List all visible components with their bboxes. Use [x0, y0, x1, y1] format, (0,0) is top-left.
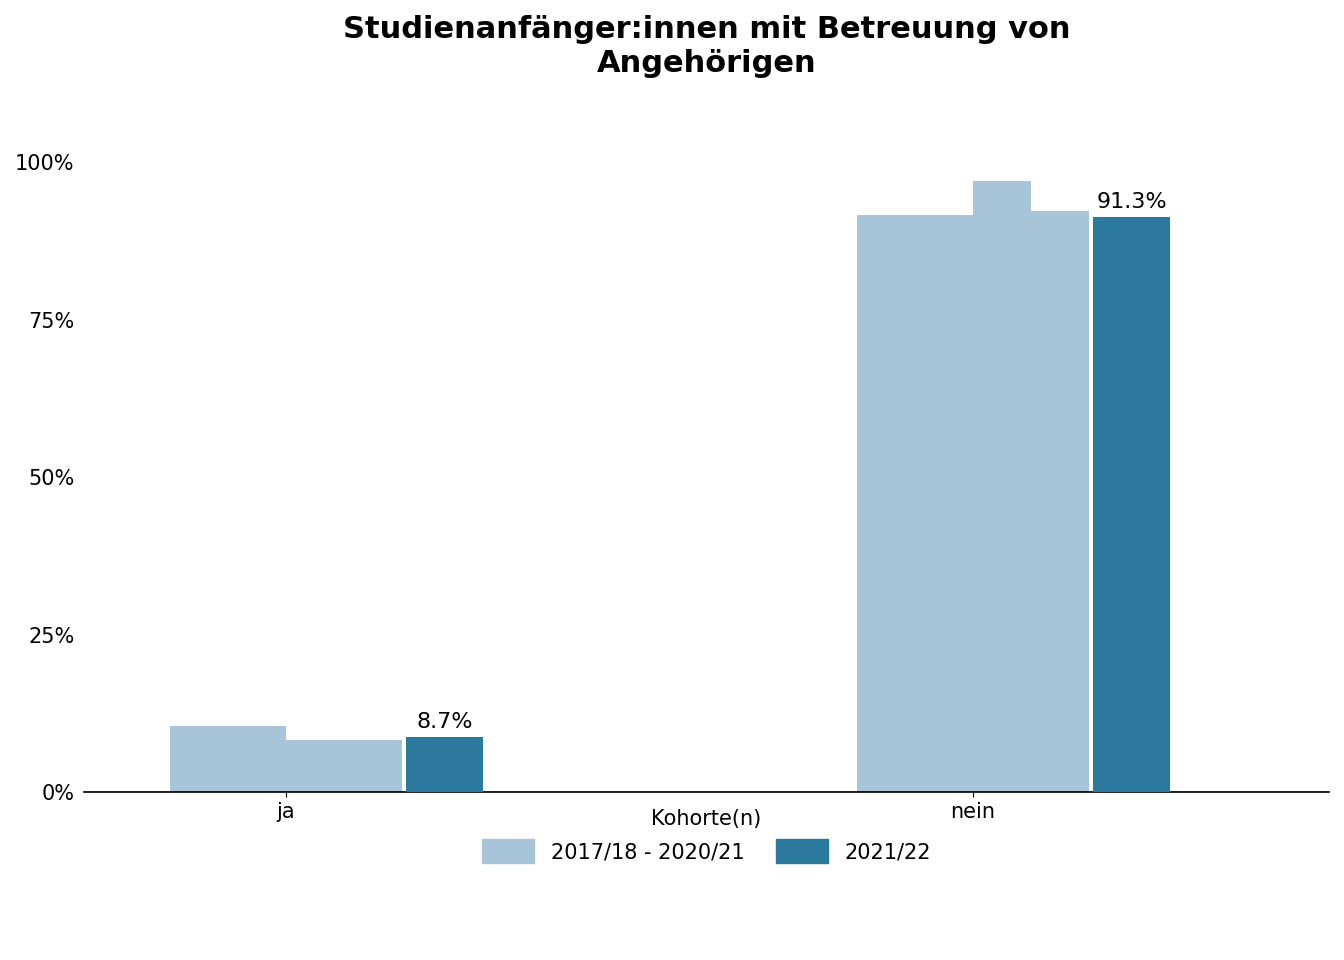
Bar: [973, 181, 1031, 792]
Bar: [171, 726, 286, 792]
Bar: [406, 737, 484, 792]
Title: Studienanfänger:innen mit Betreuung von
Angehörigen: Studienanfänger:innen mit Betreuung von …: [343, 15, 1070, 78]
Bar: [286, 773, 344, 792]
Text: 8.7%: 8.7%: [417, 712, 473, 732]
Bar: [857, 228, 973, 792]
Bar: [1093, 217, 1171, 792]
Bar: [857, 215, 1089, 792]
Bar: [171, 740, 402, 792]
Text: 91.3%: 91.3%: [1097, 192, 1167, 212]
Bar: [344, 743, 402, 792]
Bar: [1031, 211, 1089, 792]
Legend: 2017/18 - 2020/21, 2021/22: 2017/18 - 2020/21, 2021/22: [474, 801, 939, 872]
